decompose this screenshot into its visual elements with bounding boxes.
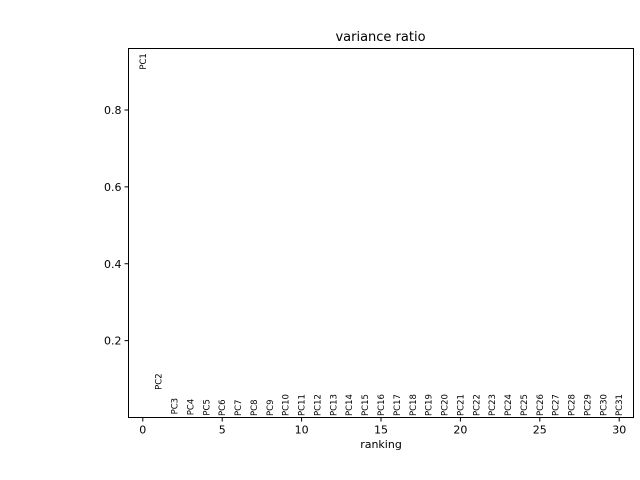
y-tick-label: 0.2 bbox=[104, 335, 122, 348]
point-label-pc5: PC5 bbox=[202, 399, 212, 415]
x-tick-label: 25 bbox=[533, 424, 547, 437]
y-tick-label: 0.4 bbox=[104, 258, 122, 271]
x-tick-label: 20 bbox=[453, 424, 467, 437]
point-label-pc26: PC26 bbox=[536, 394, 546, 416]
chart-title: variance ratio bbox=[335, 30, 425, 45]
point-label-pc30: PC30 bbox=[599, 394, 609, 416]
y-tick-label: 0.6 bbox=[104, 181, 122, 194]
point-label-pc22: PC22 bbox=[472, 394, 482, 416]
x-tick-label: 0 bbox=[139, 424, 146, 437]
y-tick-label: 0.8 bbox=[104, 104, 122, 117]
point-label-pc8: PC8 bbox=[250, 399, 260, 415]
x-tick-label: 10 bbox=[295, 424, 309, 437]
x-tick-label: 5 bbox=[219, 424, 226, 437]
point-label-pc12: PC12 bbox=[313, 394, 323, 416]
point-label-pc31: PC31 bbox=[615, 394, 625, 416]
x-tick-label: 30 bbox=[612, 424, 626, 437]
point-label-pc15: PC15 bbox=[361, 394, 371, 416]
point-label-pc17: PC17 bbox=[393, 394, 403, 416]
point-label-pc3: PC3 bbox=[171, 398, 181, 414]
plot-frame bbox=[128, 48, 634, 418]
point-label-pc11: PC11 bbox=[298, 394, 308, 416]
point-label-pc1: PC1 bbox=[139, 53, 149, 69]
point-label-pc4: PC4 bbox=[186, 399, 196, 415]
point-label-pc13: PC13 bbox=[329, 394, 339, 416]
point-label-pc19: PC19 bbox=[425, 394, 435, 416]
point-label-pc27: PC27 bbox=[552, 394, 562, 416]
point-label-pc25: PC25 bbox=[520, 394, 530, 416]
point-label-pc21: PC21 bbox=[456, 394, 466, 416]
point-label-pc18: PC18 bbox=[409, 394, 419, 416]
x-axis-label: ranking bbox=[360, 438, 402, 451]
point-labels: PC1 PC2 PC3 PC4 PC5 PC6 PC7 PC8 PC9 PC10 PC11 PC12 P… bbox=[139, 53, 625, 416]
point-label-pc16: PC16 bbox=[377, 394, 387, 416]
point-label-pc2: PC2 bbox=[155, 373, 165, 389]
y-axis-ticks: 0.2 0.4 0.6 0.8 bbox=[104, 104, 129, 348]
x-tick-label: 15 bbox=[374, 424, 388, 437]
point-label-pc28: PC28 bbox=[568, 394, 578, 416]
point-label-pc9: PC9 bbox=[266, 399, 276, 415]
point-label-pc14: PC14 bbox=[345, 394, 355, 416]
point-label-pc29: PC29 bbox=[583, 394, 593, 416]
x-axis-ticks: 0 5 10 15 20 25 30 bbox=[139, 417, 626, 437]
point-label-pc6: PC6 bbox=[218, 399, 228, 415]
point-label-pc24: PC24 bbox=[504, 394, 514, 416]
point-label-pc10: PC10 bbox=[282, 394, 292, 416]
point-label-pc20: PC20 bbox=[441, 394, 451, 416]
point-label-pc23: PC23 bbox=[488, 394, 498, 416]
point-label-pc7: PC7 bbox=[234, 399, 244, 415]
